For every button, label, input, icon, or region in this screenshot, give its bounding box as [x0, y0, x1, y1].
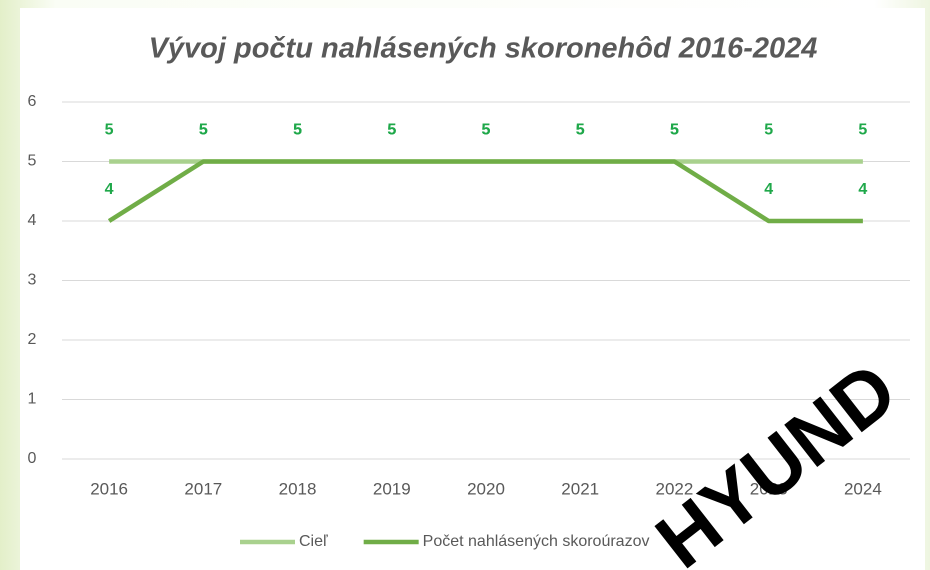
x-tick-label: 2017 [184, 479, 222, 498]
y-tick-label: 4 [28, 212, 37, 229]
data-label: 5 [576, 122, 585, 139]
x-tick-label: 2021 [561, 479, 599, 498]
data-label: 5 [387, 122, 396, 139]
x-tick-label: 2023 [750, 479, 788, 498]
data-label: 5 [670, 122, 679, 139]
x-tick-label: 2018 [279, 479, 317, 498]
x-tick-label: 2019 [373, 479, 411, 498]
plot: 0 1 2 3 4 5 6 2016 2017 2018 2019 2020 2021 2022 2023 2… [28, 93, 910, 550]
line [107, 159, 863, 224]
data-label: 5 [576, 122, 585, 139]
x-tick-label: 2020 [467, 479, 505, 498]
data-label: 5 [482, 122, 491, 139]
data-label: 5 [670, 122, 679, 139]
data-label: 4 [105, 181, 114, 198]
data-label: 5 [482, 122, 491, 139]
x-tick-label: 2022 [656, 479, 694, 498]
x-tick-label: 2016 [90, 479, 128, 498]
y-tick-label: 1 [28, 391, 37, 408]
legend-label: Cieľ [299, 533, 328, 550]
y-tick-label: 2 [28, 331, 37, 348]
data-label: 5 [199, 122, 208, 139]
y-tick-label: 6 [28, 93, 37, 110]
legend-label: Počet nahlásených skoroúrazov [423, 533, 650, 550]
data-label: 5 [293, 122, 302, 139]
data-label: 5 [764, 122, 773, 139]
y-tick-label: 0 [28, 450, 37, 467]
data-label: 4 [764, 181, 773, 198]
data-label: 5 [858, 122, 867, 139]
chart-title: Vývoj počtu nahlásených skoronehôd 2016-… [149, 33, 818, 65]
data-label: 5 [105, 122, 114, 139]
x-tick-label: 2024 [844, 479, 882, 498]
data-label: 4 [858, 181, 867, 198]
y-tick-label: 5 [28, 153, 37, 170]
data-label: 5 [293, 122, 302, 139]
y-tick-label: 3 [28, 272, 37, 289]
data-label: 5 [199, 122, 208, 139]
data-label: 5 [387, 122, 396, 139]
